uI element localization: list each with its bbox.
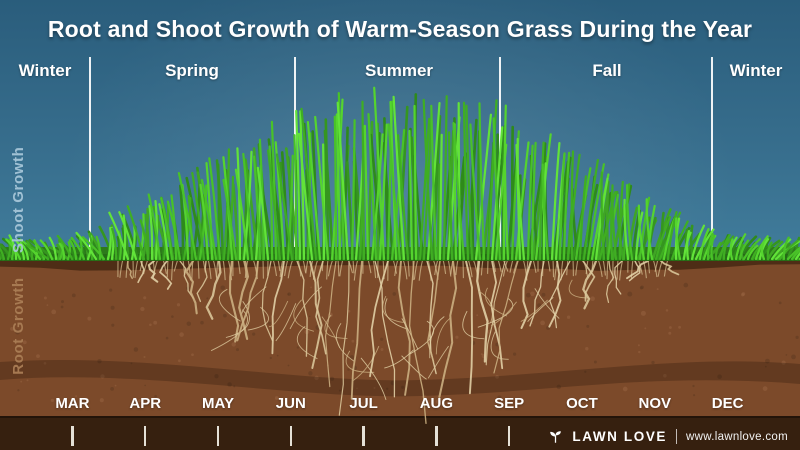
month-axis: MAR APR MAY JUN JUL AUG SEP OCT NOV DEC [36,395,764,412]
brand-wordmark: LAWN LOVE [572,429,668,444]
season-label-winter-right: Winter [729,61,783,80]
website-url: www.lawnlove.com [686,430,788,443]
month-label: NOV [638,395,672,412]
season-label-fall: Fall [592,61,622,80]
month-label: SEP [494,395,525,412]
month-label: MAR [55,395,90,412]
roots-illustration [117,258,680,424]
tick-mark [435,426,438,446]
tick-mark [71,426,74,446]
season-label-spring: Spring [165,61,219,80]
grass-illustration [0,86,800,261]
tick-mark [362,426,365,446]
season-label-summer: Summer [364,61,434,80]
month-label: JUL [349,395,378,412]
tick-mark [143,426,147,446]
footer-brand-bar: LAWN LOVE www.lawnlove.com [548,429,788,444]
month-label: OCT [566,395,598,412]
tick-mark [289,426,293,446]
month-label: APR [129,395,162,412]
month-label: DEC [711,395,744,412]
month-tick-marks [36,426,764,446]
root-growth-axis-label: Root Growth [10,277,27,375]
footer-divider [676,429,678,444]
shoot-growth-axis-label: Shoot Growth [10,146,27,253]
sprout-icon [550,431,562,443]
month-label: AUG [419,395,454,412]
month-label: JUN [275,395,306,412]
tick-mark [507,426,511,446]
season-label-winter-left: Winter [18,61,72,80]
page-title: Root and Shoot Growth of Warm-Season Gra… [47,16,753,42]
tick-mark [216,426,220,446]
month-label: MAY [202,395,234,412]
